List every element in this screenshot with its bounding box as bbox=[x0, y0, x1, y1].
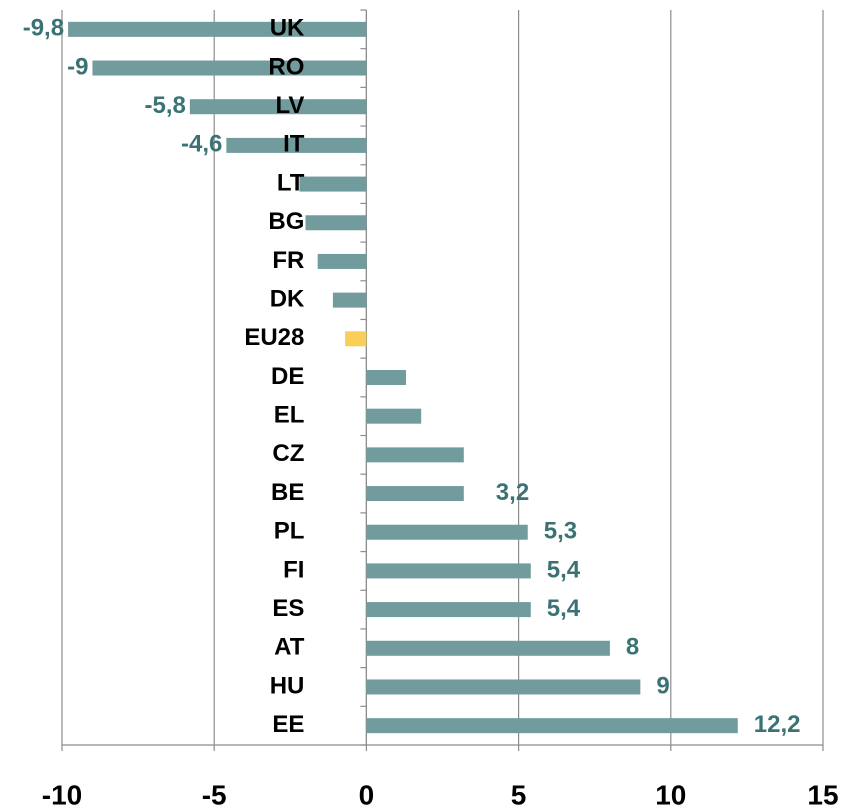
y-tick-label: RO bbox=[268, 53, 304, 80]
x-tick-label: 0 bbox=[359, 779, 375, 810]
y-tick-label: FR bbox=[272, 247, 304, 274]
x-tick-label: 5 bbox=[511, 779, 527, 810]
bar bbox=[92, 60, 367, 76]
y-tick-label: CZ bbox=[272, 440, 304, 467]
bar bbox=[68, 21, 367, 37]
y-tick-label: LT bbox=[277, 169, 305, 196]
value-label: 5,4 bbox=[547, 595, 581, 622]
y-tick-label: EE bbox=[272, 711, 304, 738]
x-tick-label: 15 bbox=[807, 779, 838, 810]
value-label: -4,6 bbox=[181, 131, 222, 158]
bar bbox=[366, 679, 641, 695]
y-tick-label: UK bbox=[270, 15, 305, 42]
bar bbox=[189, 99, 367, 115]
y-tick-label: LV bbox=[276, 92, 305, 119]
x-tick-label: -10 bbox=[42, 779, 82, 810]
bar bbox=[332, 292, 367, 308]
bar bbox=[366, 486, 464, 502]
y-tick-label: BG bbox=[268, 208, 304, 235]
bar bbox=[366, 718, 738, 734]
bar bbox=[226, 137, 367, 153]
bar bbox=[366, 524, 528, 540]
bar bbox=[317, 253, 367, 269]
bar bbox=[366, 370, 406, 385]
x-tick-label: 10 bbox=[655, 779, 686, 810]
y-tick-label: ES bbox=[272, 595, 304, 622]
y-tick-label: IT bbox=[283, 131, 305, 158]
value-label: -5,8 bbox=[144, 92, 185, 119]
y-tick-label: DK bbox=[270, 285, 305, 312]
value-label: -9 bbox=[67, 53, 88, 80]
value-label: 8 bbox=[626, 634, 639, 661]
value-label: -9,8 bbox=[23, 15, 64, 42]
y-tick-label: FI bbox=[283, 556, 304, 583]
value-label: 5,4 bbox=[547, 556, 581, 583]
bar bbox=[366, 408, 422, 424]
value-label: 9 bbox=[656, 672, 669, 699]
bar bbox=[366, 563, 531, 579]
y-tick-label: EL bbox=[274, 402, 305, 429]
bar bbox=[345, 331, 367, 347]
y-tick-label: HU bbox=[270, 672, 305, 699]
bar bbox=[305, 215, 367, 231]
bar bbox=[366, 447, 464, 463]
value-label: 3,2 bbox=[496, 479, 529, 506]
y-tick-label: DE bbox=[271, 363, 304, 390]
value-label: 5,3 bbox=[544, 518, 577, 545]
y-tick-label: AT bbox=[274, 634, 305, 661]
bar bbox=[299, 176, 367, 192]
value-label: 12,2 bbox=[754, 711, 801, 738]
y-tick-label: BE bbox=[271, 479, 304, 506]
x-tick-label: -5 bbox=[202, 779, 227, 810]
bar bbox=[366, 640, 610, 656]
y-tick-label: EU28 bbox=[244, 324, 304, 351]
bar bbox=[366, 602, 531, 618]
y-tick-label: PL bbox=[274, 518, 305, 545]
